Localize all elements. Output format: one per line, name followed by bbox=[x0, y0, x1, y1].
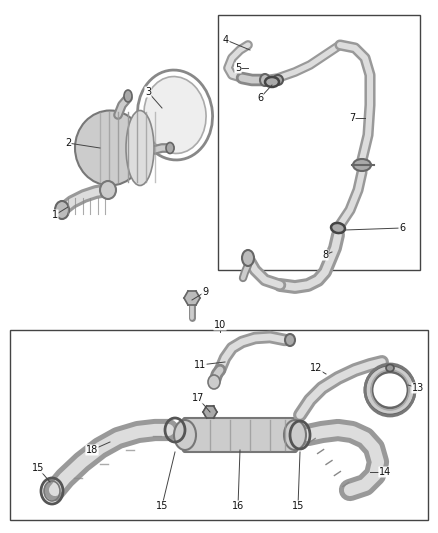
Text: 12: 12 bbox=[310, 363, 322, 373]
Text: 15: 15 bbox=[156, 501, 168, 511]
Polygon shape bbox=[184, 291, 200, 305]
Ellipse shape bbox=[174, 420, 196, 450]
Ellipse shape bbox=[284, 420, 306, 450]
Text: 4: 4 bbox=[223, 35, 229, 45]
Text: 18: 18 bbox=[86, 445, 98, 455]
Text: 1: 1 bbox=[52, 210, 58, 220]
Text: 7: 7 bbox=[349, 113, 355, 123]
Text: 15: 15 bbox=[292, 501, 304, 511]
Ellipse shape bbox=[208, 375, 220, 389]
Ellipse shape bbox=[100, 181, 116, 199]
Text: 17: 17 bbox=[192, 393, 204, 403]
Ellipse shape bbox=[126, 110, 154, 185]
Ellipse shape bbox=[260, 74, 270, 86]
Ellipse shape bbox=[144, 77, 206, 154]
Text: 6: 6 bbox=[257, 93, 263, 103]
Text: 13: 13 bbox=[412, 383, 424, 393]
Ellipse shape bbox=[331, 223, 345, 233]
Ellipse shape bbox=[124, 90, 132, 102]
Text: 5: 5 bbox=[235, 63, 241, 73]
Text: 11: 11 bbox=[194, 360, 206, 370]
Ellipse shape bbox=[265, 77, 279, 87]
Text: 8: 8 bbox=[322, 250, 328, 260]
Ellipse shape bbox=[75, 110, 145, 185]
Text: 10: 10 bbox=[214, 320, 226, 330]
Ellipse shape bbox=[166, 142, 174, 154]
Text: 14: 14 bbox=[379, 467, 391, 477]
Text: 3: 3 bbox=[145, 87, 151, 97]
Bar bbox=[218, 15, 420, 270]
Ellipse shape bbox=[353, 159, 371, 171]
Text: 16: 16 bbox=[232, 501, 244, 511]
Ellipse shape bbox=[285, 334, 295, 346]
Polygon shape bbox=[203, 406, 217, 418]
Ellipse shape bbox=[386, 365, 394, 372]
Text: 2: 2 bbox=[65, 138, 71, 148]
Ellipse shape bbox=[273, 75, 283, 85]
Wedge shape bbox=[365, 365, 415, 415]
Ellipse shape bbox=[242, 250, 254, 266]
Ellipse shape bbox=[55, 201, 69, 219]
Bar bbox=[10, 330, 428, 520]
Text: 9: 9 bbox=[202, 287, 208, 297]
Text: 15: 15 bbox=[32, 463, 44, 473]
FancyBboxPatch shape bbox=[183, 418, 297, 452]
Text: 6: 6 bbox=[399, 223, 405, 233]
